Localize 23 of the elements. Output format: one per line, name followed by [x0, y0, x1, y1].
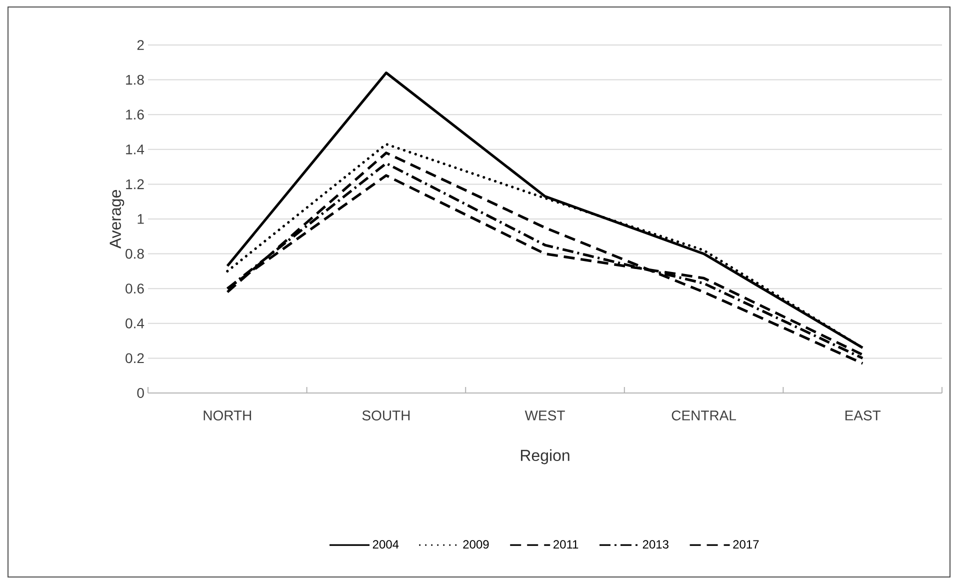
x-tick-label: CENTRAL	[672, 410, 736, 420]
y-tick-label: 0.8	[126, 248, 144, 259]
y-tick-label: 0.6	[126, 284, 144, 294]
y-tick-label: 2	[137, 40, 144, 50]
y-tick-label: 1.4	[126, 144, 144, 154]
y-tick-label: 1.6	[126, 110, 144, 120]
y-tick-label: 1.2	[126, 179, 144, 190]
y-tick-label: 1	[138, 214, 144, 224]
x-tick-label: SOUTH	[362, 410, 410, 420]
x-tick-label: NORTH	[204, 410, 252, 420]
y-axis-title: Average	[110, 190, 124, 249]
x-tick-label: WEST	[524, 410, 565, 420]
legend-label: 2004	[372, 540, 399, 549]
legend-label: 2017	[733, 540, 759, 549]
legend-label: 2011	[553, 540, 578, 549]
y-tick-label: 0.4	[126, 318, 144, 328]
y-tick-label: 0.2	[126, 353, 144, 364]
x-axis-title: Region	[520, 449, 570, 464]
x-tick-label: EAST	[845, 410, 881, 420]
y-tick-label: 0	[137, 388, 144, 398]
legend-label: 2013	[642, 540, 668, 549]
legend-label: 2009	[463, 540, 489, 549]
y-tick-label: 1.8	[126, 74, 144, 85]
